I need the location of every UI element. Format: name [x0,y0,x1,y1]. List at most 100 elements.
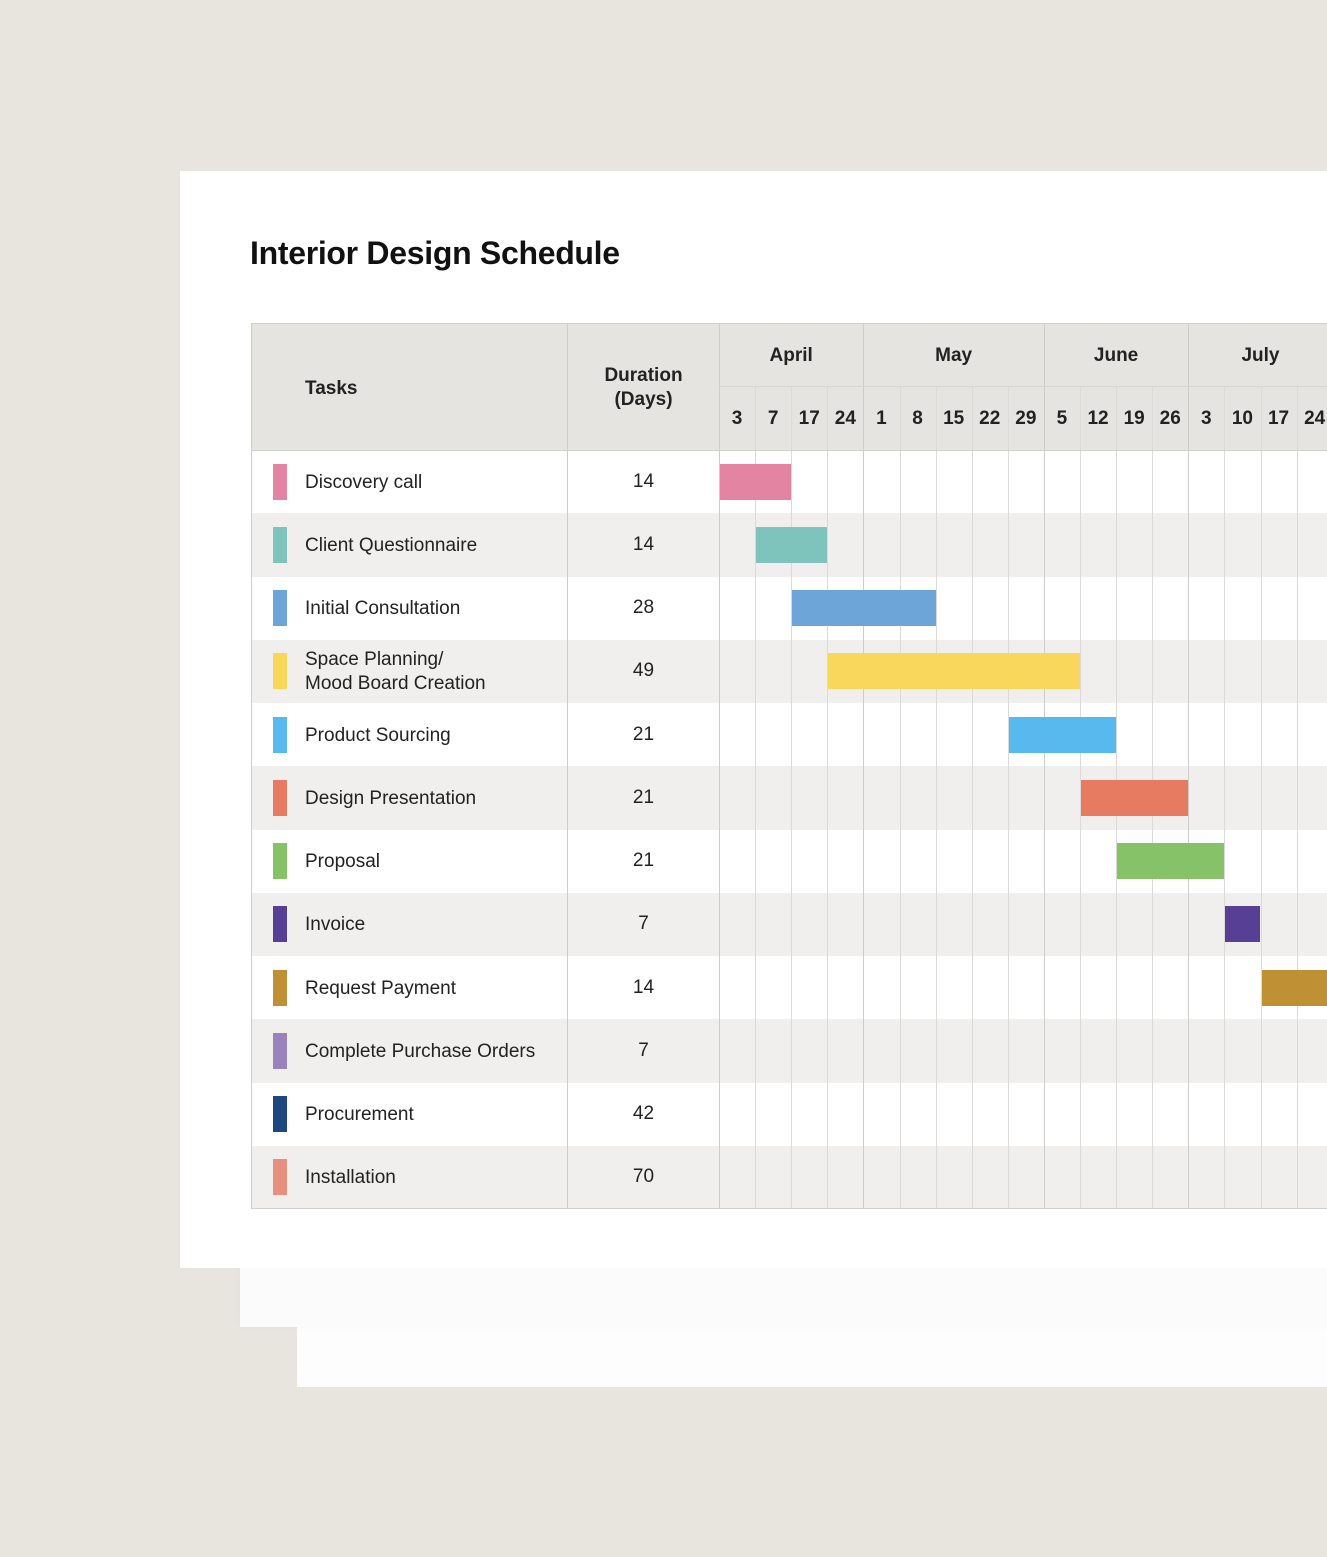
grid-line [1080,386,1081,1209]
task-color-swatch [273,463,287,500]
month-divider [1044,323,1045,1209]
table-row [251,639,1327,703]
task-name-line: Proposal [305,851,380,873]
month-header: April [769,345,813,366]
task-bar [828,653,1080,690]
task-bar [720,463,792,500]
duration-column-header: Duration (Days) [568,364,719,412]
month-divider [719,323,720,1209]
task-name: Proposal [305,850,380,874]
task-color-swatch [273,653,287,690]
task-duration: 21 [632,786,655,808]
task-name-line: Mood Board Creation [305,673,486,695]
month-divider [863,323,864,1209]
day-header: 22 [979,408,1001,429]
task-duration: 42 [632,1103,655,1125]
task-color-swatch [273,1096,287,1133]
task-duration: 49 [632,660,655,682]
task-name-line: Initial Consultation [305,598,461,620]
grid-line [1224,386,1225,1209]
task-duration: 7 [638,1039,649,1061]
task-color-swatch [273,969,287,1006]
task-color-swatch [273,1159,287,1196]
task-bar [1225,906,1261,943]
task-name-line: Invoice [305,914,366,936]
task-name: Product Sourcing [305,724,451,748]
task-color-swatch [273,779,287,816]
header-bottom-border [251,450,1327,451]
task-color-swatch [273,906,287,943]
day-header: 1 [876,408,887,429]
task-duration: 21 [632,723,655,745]
day-header: 29 [1015,408,1037,429]
day-header: 8 [912,408,923,429]
day-header: 3 [731,408,743,429]
day-header: 7 [767,408,779,429]
table-row [251,1145,1327,1209]
month-divider [1188,323,1189,1209]
task-duration: 14 [632,470,655,492]
table-row [251,892,1327,956]
grid-line [827,386,828,1209]
task-name: Design Presentation [305,787,476,811]
duration-header-line: (Days) [614,389,673,410]
gantt-table: Tasks Duration (Days) April 3 7 17 24 May 1 8 15 2… [251,323,1327,1209]
task-duration: 14 [632,533,655,555]
task-name-line: Complete Purchase Orders [305,1040,536,1062]
day-header: 15 [943,408,965,429]
day-header: 5 [1056,408,1068,429]
month-header: July [1241,345,1280,366]
background-page-1 [240,1268,1327,1327]
task-color-swatch [273,1032,287,1069]
task-bar [1261,969,1327,1006]
task-duration: 70 [632,1166,655,1188]
duration-header-line: Duration [604,365,683,386]
day-header: 24 [834,408,856,429]
task-name-line: Product Sourcing [305,724,451,746]
task-duration: 21 [632,850,655,872]
task-name: Discovery call [305,471,422,495]
task-duration: 14 [632,976,655,998]
task-bar [756,526,828,563]
task-name-line: Installation [305,1167,396,1189]
grid-line [972,386,973,1209]
task-name: Invoice [305,913,365,937]
background-page-2 [297,1327,1327,1387]
task-color-swatch [273,843,287,880]
task-duration: 7 [638,913,649,935]
task-name-line: Procurement [305,1104,414,1126]
task-bar [1081,779,1189,816]
day-header: 12 [1087,408,1109,429]
task-name: Space Planning/Mood Board Creation [305,648,486,696]
day-header: 19 [1123,408,1145,429]
task-name: Client Questionnaire [305,534,477,558]
table-left-border [251,323,252,1209]
grid-line [791,386,792,1209]
grid-line [900,386,901,1209]
column-divider [567,323,568,1209]
month-header: May [935,345,973,366]
task-name-line: Design Presentation [305,787,477,809]
task-color-swatch [273,590,287,627]
grid-line [755,386,756,1209]
task-duration: 28 [632,597,655,619]
task-color-swatch [273,716,287,753]
task-bar [792,590,936,627]
grid-line [1008,386,1009,1209]
task-name-line: Space Planning/ [305,649,444,671]
task-name: Procurement [305,1103,414,1127]
day-header: 3 [1201,408,1212,429]
grid-line [1297,386,1298,1209]
task-bar [1008,716,1117,753]
task-name-line: Discovery call [305,471,423,493]
tasks-column-header: Tasks [305,378,358,399]
table-row [251,1019,1327,1083]
task-name: Request Payment [305,977,456,1001]
schedule-sheet: Interior Design Schedule Tasks Duration (… [180,171,1327,1268]
day-header: 24 [1304,408,1326,429]
task-color-swatch [273,526,287,563]
task-name-line: Client Questionnaire [305,534,478,556]
page-title: Interior Design Schedule [250,235,620,271]
task-name: Initial Consultation [305,597,460,621]
task-name: Complete Purchase Orders [305,1040,535,1064]
